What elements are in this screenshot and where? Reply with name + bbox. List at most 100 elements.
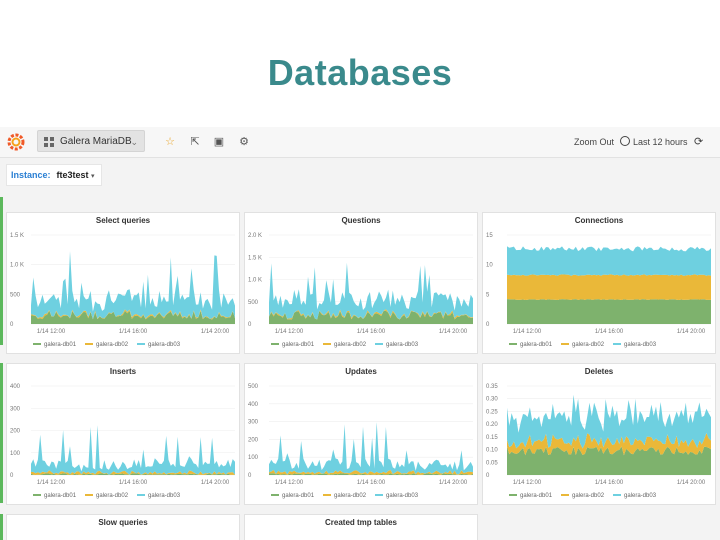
share-icon[interactable]: ⇱	[190, 136, 200, 148]
y-tick-label: 0	[486, 473, 490, 479]
time-range-picker[interactable]: Last 12 hours	[620, 127, 688, 157]
y-tick-label: 0	[248, 322, 252, 328]
y-tick-label: 1.0 K	[10, 263, 24, 269]
y-tick-label: 1.5 K	[248, 255, 262, 261]
y-tick-label: 400	[10, 384, 21, 390]
legend-swatch	[509, 343, 517, 345]
y-tick-label: 0	[10, 473, 14, 479]
legend-label: galera-db01	[44, 342, 77, 348]
chevron-down-icon: ▾	[91, 173, 95, 180]
series-area-db02	[507, 274, 711, 300]
panel-select-queries[interactable]: Select queries 1.5 K 1.0 K 500 0 1/14 12:00 1…	[6, 212, 240, 354]
panel-inserts[interactable]: Inserts 400 300 200 100 0 1/14 12:00 1/14 16:0…	[6, 363, 240, 505]
y-tick-label: 0.05	[486, 460, 498, 466]
template-variable[interactable]: Instance: fte3test ▾	[6, 164, 102, 186]
legend-swatch	[613, 343, 621, 345]
series-area-db03	[31, 425, 235, 475]
y-tick-label: 0.30	[486, 397, 498, 403]
refresh-icon[interactable]: ⟳	[694, 136, 704, 148]
x-tick-label: 1/14 12:00	[275, 329, 304, 335]
series-area-db03	[507, 394, 711, 449]
y-tick-label: 100	[248, 455, 259, 461]
panel-graph: 15 10 5 0 1/14 12:00 1/14 16:00 1/14 20:00 gale…	[486, 233, 711, 348]
star-icon[interactable]: ☆	[165, 136, 175, 148]
x-tick-label: 1/14 20:00	[201, 329, 230, 335]
series-area-db03	[507, 246, 711, 276]
legend-label: galera-db02	[572, 493, 605, 499]
panel-title: Inserts	[109, 367, 137, 376]
legend-swatch	[375, 343, 383, 345]
legend-swatch	[137, 343, 145, 345]
series-area-db03	[31, 251, 235, 320]
x-tick-label: 1/14 20:00	[201, 480, 230, 486]
legend-label: galera-db01	[520, 493, 553, 499]
legend-label: galera-db01	[282, 493, 315, 499]
legend-swatch	[323, 343, 331, 345]
dashboard-toolbar: Galera MariaDB ⌄ ☆ ⇱ ▣ ⚙ Zoom Out Last 1…	[0, 127, 720, 158]
legend-label: galera-db01	[44, 493, 77, 499]
legend-label: galera-db02	[96, 493, 129, 499]
row-marker	[0, 514, 3, 540]
legend-swatch	[509, 494, 517, 496]
legend-label: galera-db02	[572, 342, 605, 348]
zoom-out-button[interactable]: Zoom Out	[574, 137, 615, 147]
save-icon[interactable]: ▣	[213, 136, 225, 148]
y-tick-label: 0	[248, 473, 252, 479]
panel-created-tmp-tables[interactable]: Created tmp tables 150	[244, 514, 478, 540]
x-tick-label: 1/14 12:00	[37, 329, 66, 335]
series-area-db02	[31, 470, 235, 475]
panel-title: Questions	[341, 216, 381, 225]
panel-updates[interactable]: Updates 500 400 300 200 100 0 1/14 12:00 1/14 1…	[244, 363, 478, 505]
panel-questions[interactable]: Questions 2.0 K 1.5 K 1.0 K 500 0 1/14 12:00 1…	[244, 212, 478, 354]
y-tick-label: 5	[486, 292, 490, 298]
legend-label: galera-db02	[334, 493, 367, 499]
dashboard-grid-icon	[44, 137, 54, 147]
settings-gear-icon[interactable]: ⚙	[239, 136, 249, 148]
time-range-label: Last 12 hours	[633, 137, 688, 147]
y-tick-label: 100	[10, 451, 21, 457]
variable-value[interactable]: fte3test	[56, 170, 89, 180]
row-marker	[0, 197, 3, 345]
legend-swatch	[137, 494, 145, 496]
y-tick-label: 0	[486, 322, 490, 328]
clock-icon	[620, 136, 630, 146]
x-tick-label: 1/14 16:00	[357, 329, 386, 335]
panel-title: Created tmp tables	[324, 518, 398, 527]
series-area-db01	[31, 473, 235, 475]
panel-graph: 1.00	[7, 515, 241, 540]
panel-connections[interactable]: Connections 15 10 5 0 1/14 12:00 1/14 16:00 1/…	[482, 212, 716, 354]
y-tick-label: 0.25	[486, 409, 498, 415]
y-tick-label: 15	[486, 233, 493, 239]
x-tick-label: 1/14 20:00	[439, 329, 468, 335]
series-area-db01	[31, 310, 235, 324]
y-tick-label: 1.5 K	[10, 233, 24, 239]
panel-graph: 150	[245, 515, 479, 540]
legend-label: galera-db03	[148, 342, 181, 348]
legend-swatch	[561, 343, 569, 345]
series-area-db01	[507, 446, 711, 475]
y-tick-label: 400	[248, 402, 259, 408]
panel-graph: 500 400 300 200 100 0 1/14 12:00 1/14 16:00 1/14…	[248, 384, 473, 499]
grafana-screenshot: Galera MariaDB ⌄ ☆ ⇱ ▣ ⚙ Zoom Out Last 1…	[0, 127, 720, 540]
y-tick-label: 1.0 K	[248, 278, 262, 284]
slide-title: Databases	[267, 52, 453, 93]
x-tick-label: 1/14 16:00	[595, 480, 624, 486]
legend-label: galera-db01	[282, 342, 315, 348]
dashboard-picker[interactable]: Galera MariaDB ⌄	[37, 130, 145, 152]
panel-graph: 2.0 K 1.5 K 1.0 K 500 0 1/14 12:00 1/14 16:00 1…	[248, 233, 473, 348]
grafana-logo-icon[interactable]	[6, 132, 26, 152]
series-area-db02	[269, 309, 473, 320]
y-tick-label: 500	[10, 292, 21, 298]
x-tick-label: 1/14 20:00	[677, 329, 706, 335]
series-area-db01	[507, 299, 711, 324]
legend-label: galera-db02	[96, 342, 129, 348]
legend-swatch	[323, 494, 331, 496]
x-tick-label: 1/14 20:00	[439, 480, 468, 486]
panel-title: Updates	[345, 367, 377, 376]
panel-slow-queries[interactable]: Slow queries 1.00	[6, 514, 240, 540]
legend-label: galera-db01	[520, 342, 553, 348]
panel-deletes[interactable]: Deletes 0.35 0.30 0.25 0.20 0.15 0.10 0.05 0 1/1…	[482, 363, 716, 505]
x-tick-label: 1/14 16:00	[595, 329, 624, 335]
panel-title: Deletes	[584, 367, 614, 376]
y-tick-label: 500	[248, 384, 259, 390]
